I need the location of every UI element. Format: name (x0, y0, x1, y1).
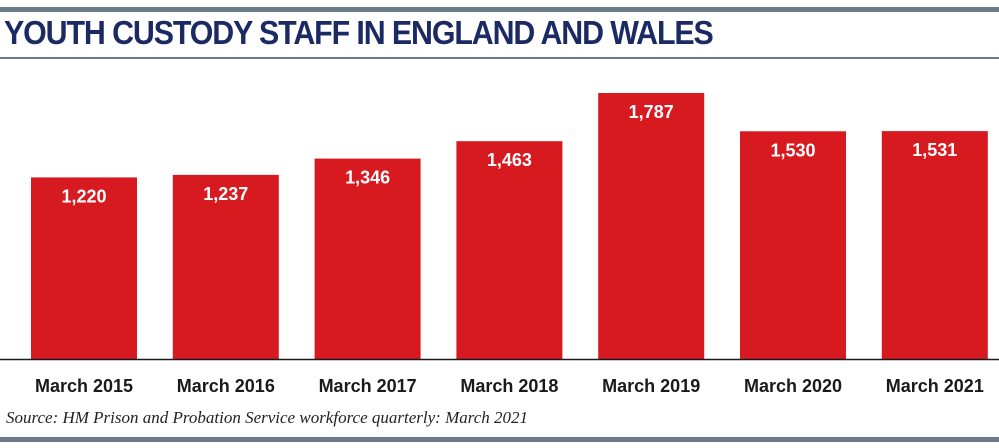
source-note: Source: HM Prison and Probation Service … (6, 408, 529, 427)
bottom-rule (0, 437, 999, 442)
data-label: 1,220 (61, 186, 106, 206)
x-tick-label: March 2016 (177, 376, 275, 396)
data-label: 1,463 (487, 150, 532, 170)
x-tick-label: March 2020 (744, 376, 842, 396)
bar-march-2017 (314, 158, 421, 359)
top-rule (0, 7, 999, 12)
data-label: 1,346 (345, 168, 390, 188)
x-tick-label: March 2018 (460, 376, 558, 396)
data-label: 1,530 (770, 140, 815, 160)
data-label: 1,531 (912, 140, 957, 160)
bar-march-2019 (598, 93, 705, 359)
x-tick-label: March 2017 (319, 376, 417, 396)
chart-title: YOUTH CUSTODY STAFF IN ENGLAND AND WALES (4, 14, 714, 51)
bar-march-2020 (740, 131, 846, 359)
data-label: 1,787 (629, 102, 674, 122)
bar-march-2018 (456, 141, 563, 359)
x-tick-label: March 2021 (886, 376, 984, 396)
bar-march-2016 (172, 174, 279, 359)
bar-march-2015 (31, 177, 137, 359)
title-underline (0, 57, 999, 59)
x-tick-label: March 2019 (602, 376, 700, 396)
x-tick-label: March 2015 (35, 376, 133, 396)
bar-march-2021 (881, 131, 988, 359)
data-label: 1,237 (203, 184, 248, 204)
